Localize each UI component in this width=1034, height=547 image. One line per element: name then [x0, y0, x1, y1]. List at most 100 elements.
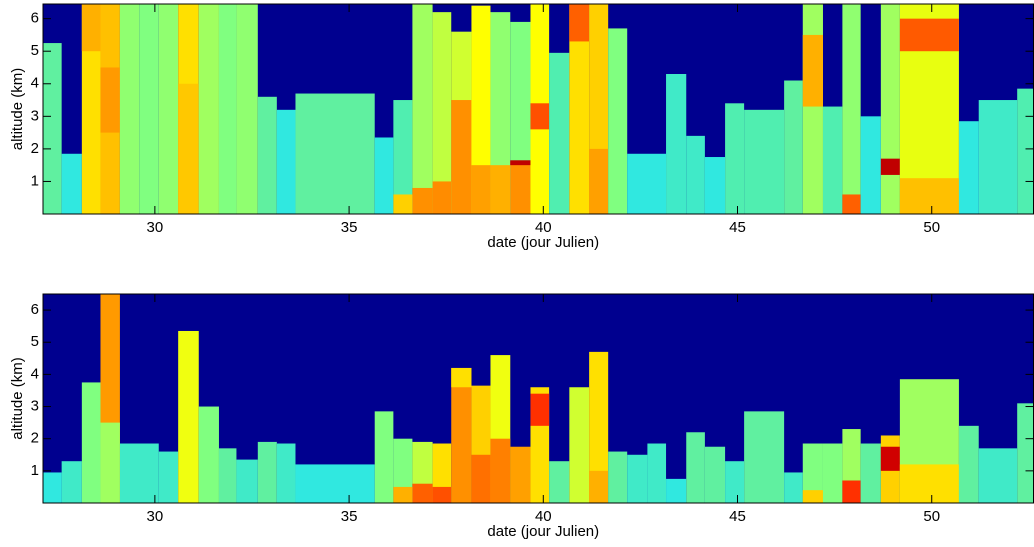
profile-column [666, 74, 687, 214]
y-tick-label: 2 [31, 140, 39, 157]
profile-column [276, 443, 296, 503]
profile-column [725, 461, 745, 503]
profile-column [412, 4, 433, 214]
profile-column [81, 382, 101, 503]
profile-band [471, 165, 491, 214]
profile-column [549, 461, 570, 503]
profile-band [589, 470, 609, 503]
profile-column [218, 4, 237, 214]
x-tick-label: 45 [729, 508, 746, 525]
profile-column [198, 406, 219, 503]
profile-column [61, 461, 82, 503]
profile-column [704, 157, 726, 214]
profile-column [139, 4, 159, 214]
x-tick-label: 50 [923, 508, 940, 525]
y-tick-label: 3 [31, 107, 39, 124]
x-tick-label: 30 [147, 508, 164, 525]
profile-column [627, 153, 667, 214]
profile-column [43, 43, 62, 215]
profile-column [608, 451, 628, 503]
profile-band [569, 4, 590, 42]
profile-band [899, 464, 959, 503]
profile-band [899, 18, 959, 52]
profile-band [842, 194, 861, 214]
profile-column [295, 93, 375, 214]
y-tick-label: 2 [31, 430, 39, 447]
x-tick-label: 30 [147, 219, 164, 236]
profile-column [374, 137, 394, 214]
profile-column [198, 4, 219, 214]
profile-column [978, 448, 1018, 503]
x-axis-label: date (jour Julien) [487, 234, 599, 251]
y-tick-label: 1 [31, 462, 39, 479]
profile-band [589, 148, 609, 214]
profile-column [432, 12, 452, 214]
profile-column [257, 96, 277, 214]
x-axis-label: date (jour Julien) [487, 523, 599, 540]
profile-column [43, 472, 62, 503]
y-tick-label: 3 [31, 398, 39, 415]
y-tick-label: 5 [31, 333, 39, 350]
profile-column [471, 5, 491, 215]
profile-band [510, 160, 531, 166]
profile-column [686, 135, 705, 214]
profile-column [81, 4, 101, 214]
profile-column [61, 153, 82, 214]
profile-band [432, 181, 452, 214]
profile-band [530, 393, 550, 426]
profile-column [802, 443, 823, 503]
profile-band [451, 367, 472, 388]
profile-column [1017, 88, 1034, 214]
profile-column [374, 411, 394, 503]
profile-column [958, 121, 979, 214]
x-tick-label: 40 [535, 508, 552, 525]
y-tick-label: 6 [31, 10, 39, 27]
profile-band [880, 446, 900, 471]
profile-column [704, 446, 726, 503]
y-tick-label: 5 [31, 42, 39, 59]
profile-band [471, 454, 491, 503]
profile-column [569, 387, 590, 503]
y-tick-label: 1 [31, 172, 39, 189]
profile-band [802, 490, 823, 503]
profile-column [393, 100, 413, 214]
profile-column [236, 4, 258, 214]
profile-column [842, 4, 861, 214]
profile-band [393, 486, 413, 503]
profile-column [119, 4, 140, 214]
x-tick-label: 35 [341, 508, 358, 525]
profile-band [880, 158, 900, 175]
x-tick-label: 40 [535, 219, 552, 236]
y-tick-label: 4 [31, 75, 39, 92]
profile-column [490, 12, 511, 214]
profile-band [178, 83, 199, 214]
profile-band [100, 422, 120, 503]
profile-column [978, 100, 1018, 214]
profile-column [666, 478, 687, 503]
profile-column [725, 103, 745, 214]
profile-column [860, 443, 881, 503]
y-axis-label: altitude (km) [9, 357, 26, 440]
profile-column [822, 443, 843, 503]
y-tick-label: 4 [31, 365, 39, 382]
profile-column [451, 367, 472, 503]
profile-column [1017, 403, 1034, 503]
profile-column [784, 80, 803, 214]
y-axis-label: altitude (km) [9, 68, 26, 151]
profile-column [860, 116, 881, 214]
profile-column [744, 109, 785, 214]
profile-band [530, 103, 550, 130]
profile-band [899, 178, 959, 214]
profile-column [158, 4, 179, 214]
profile-column [647, 443, 667, 503]
profile-column [257, 441, 277, 503]
profile-column [569, 4, 590, 214]
x-tick-label: 45 [729, 219, 746, 236]
profile-band [100, 67, 120, 133]
profile-column [295, 464, 375, 503]
profile-band [490, 438, 511, 503]
profile-column [608, 28, 628, 214]
profile-column [158, 451, 179, 503]
profile-column [589, 351, 609, 503]
